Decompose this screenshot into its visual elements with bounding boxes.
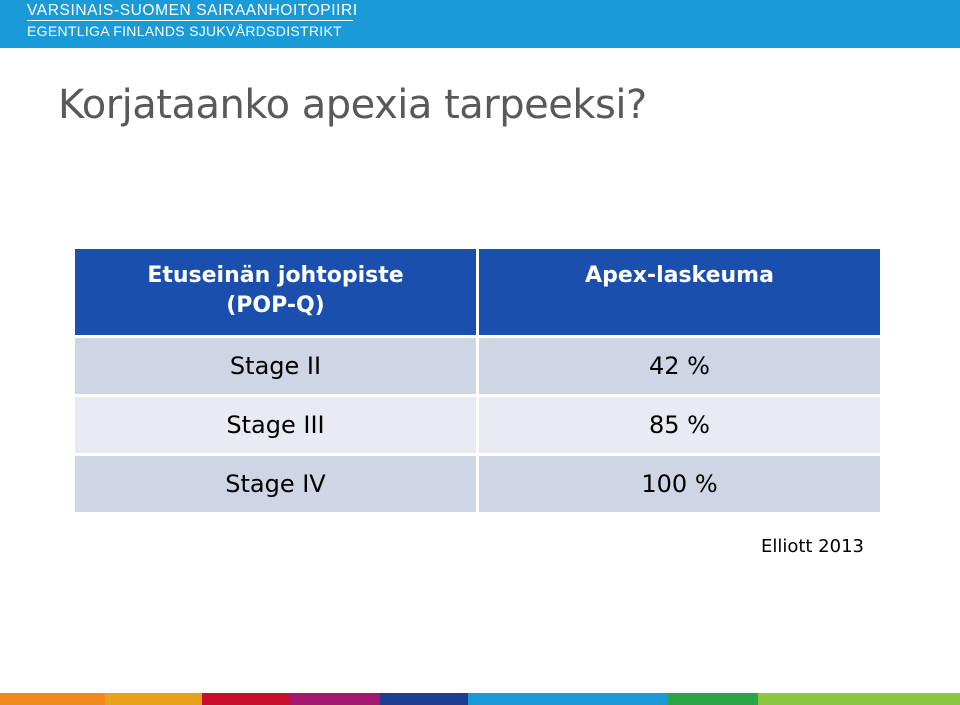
header-pop-q: Etuseinän johtopiste (POP-Q) [72, 246, 479, 338]
value-cell: 42 % [476, 335, 883, 397]
header-pop-q-line1: Etuseinän johtopiste [147, 263, 404, 288]
header-apex: Apex-laskeuma [476, 246, 883, 338]
footer-segment [668, 693, 758, 705]
organization-logo: VARSINAIS-SUOMEN SAIRAANHOITOPIIRI EGENT… [27, 1, 358, 40]
citation: Elliott 2013 [760, 536, 864, 557]
org-name-swedish: EGENTLIGA FINLANDS SJUKVÅRDSDISTRIKT [27, 23, 342, 39]
stage-cell: Stage IV [72, 453, 479, 515]
header-pop-q-line2: (POP-Q) [226, 293, 325, 318]
table-row: Stage IV 100 % [72, 453, 883, 515]
org-divider [27, 20, 353, 21]
footer-segment [290, 693, 380, 705]
footer-segment [202, 693, 290, 705]
stage-cell: Stage II [72, 335, 479, 397]
value-cell: 100 % [476, 453, 883, 515]
results-table: Etuseinän johtopiste (POP-Q) Apex-laskeu… [72, 246, 883, 515]
table-row: Stage II 42 % [72, 335, 883, 397]
slide-title: Korjataanko apexia tarpeeksi? [58, 82, 647, 128]
footer-segment [105, 693, 202, 705]
footer-segment [380, 693, 468, 705]
footer-segment [468, 693, 668, 705]
footer-segment [0, 693, 105, 705]
footer-segment [758, 693, 960, 705]
stage-cell: Stage III [72, 394, 479, 456]
header-apex-label: Apex-laskeuma [585, 263, 774, 288]
value-cell: 85 % [476, 394, 883, 456]
header-bar: VARSINAIS-SUOMEN SAIRAANHOITOPIIRI EGENT… [0, 0, 960, 48]
table-header-row: Etuseinän johtopiste (POP-Q) Apex-laskeu… [72, 246, 883, 338]
footer-color-strip [0, 693, 960, 705]
table-row: Stage III 85 % [72, 394, 883, 456]
org-name-finnish: VARSINAIS-SUOMEN SAIRAANHOITOPIIRI [27, 2, 358, 19]
